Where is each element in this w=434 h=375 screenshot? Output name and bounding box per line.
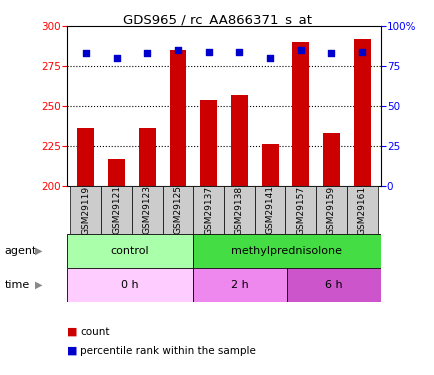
Text: ■: ■: [67, 346, 78, 355]
Bar: [138, 128, 155, 186]
Bar: [346, 186, 377, 234]
Bar: [108, 159, 125, 186]
Text: percentile rank within the sample: percentile rank within the sample: [80, 346, 256, 355]
Text: GSM29125: GSM29125: [173, 186, 182, 234]
Text: ▶: ▶: [35, 280, 43, 290]
Text: methylprednisolone: methylprednisolone: [230, 246, 342, 256]
Bar: [224, 186, 254, 234]
Bar: [316, 186, 346, 234]
Text: agent: agent: [4, 246, 36, 256]
Bar: [200, 100, 217, 186]
Bar: [292, 42, 309, 186]
Text: GSM29121: GSM29121: [112, 186, 121, 234]
Text: GSM29138: GSM29138: [234, 186, 243, 235]
Bar: [286, 268, 380, 302]
Bar: [285, 186, 316, 234]
Bar: [192, 268, 286, 302]
Bar: [254, 186, 285, 234]
Bar: [67, 268, 192, 302]
Text: count: count: [80, 327, 110, 337]
Text: ■: ■: [67, 327, 78, 337]
Bar: [77, 128, 94, 186]
Text: 6 h: 6 h: [324, 280, 342, 290]
Bar: [70, 186, 101, 234]
Bar: [162, 186, 193, 234]
Point: [266, 55, 273, 61]
Bar: [261, 144, 278, 186]
Point: [358, 49, 365, 55]
Text: GDS965 / rc_AA866371_s_at: GDS965 / rc_AA866371_s_at: [123, 13, 311, 26]
Point: [205, 49, 212, 55]
Bar: [353, 39, 370, 186]
Text: GSM29161: GSM29161: [357, 186, 366, 235]
Text: GSM29119: GSM29119: [81, 186, 90, 235]
Bar: [322, 133, 339, 186]
Bar: [169, 50, 186, 186]
Bar: [101, 186, 132, 234]
Text: GSM29159: GSM29159: [326, 186, 335, 235]
Point: [296, 47, 303, 53]
Point: [174, 47, 181, 53]
Text: GSM29157: GSM29157: [296, 186, 305, 235]
Bar: [67, 234, 192, 268]
Point: [327, 50, 334, 56]
Text: 2 h: 2 h: [230, 280, 248, 290]
Text: ▶: ▶: [35, 246, 43, 256]
Bar: [230, 95, 247, 186]
Text: GSM29123: GSM29123: [142, 186, 151, 234]
Bar: [193, 186, 224, 234]
Point: [235, 49, 242, 55]
Text: control: control: [111, 246, 149, 256]
Bar: [132, 186, 162, 234]
Text: GSM29141: GSM29141: [265, 186, 274, 234]
Point: [113, 55, 120, 61]
Point: [82, 50, 89, 56]
Text: 0 h: 0 h: [121, 280, 138, 290]
Bar: [192, 234, 380, 268]
Point: [144, 50, 151, 56]
Text: time: time: [4, 280, 30, 290]
Text: GSM29137: GSM29137: [204, 186, 213, 235]
